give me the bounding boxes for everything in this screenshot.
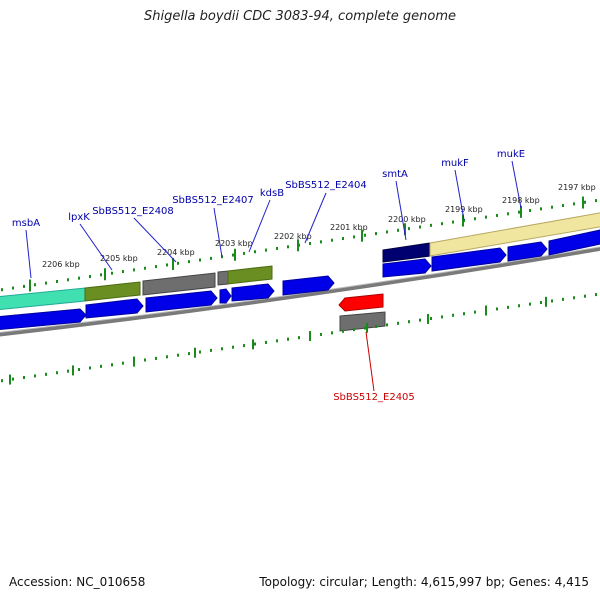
genome-title: Shigella boydii CDC 3083-94, complete ge… [143, 9, 457, 24]
gene-arrow[interactable] [282, 275, 335, 296]
gene-arrow[interactable] [231, 283, 275, 302]
gene-label-leader [25, 229, 32, 279]
gene-track [0, 229, 600, 331]
selected-label-leader [365, 331, 375, 392]
gene-label[interactable]: mukE [497, 149, 525, 160]
feature-kdsB-region[interactable] [227, 265, 273, 285]
gene-label[interactable]: SbBS512_E2404 [285, 180, 367, 191]
scale-label: 2198 kbp [502, 196, 540, 205]
gene-label-leader [395, 180, 407, 241]
upper-scale-ticks [1, 196, 597, 292]
genome-backbone-highlight [0, 246, 600, 333]
scale-label: 2201 kbp [330, 223, 368, 232]
gene-label[interactable]: SbBS512_E2407 [172, 195, 254, 206]
lower-scale-ticks [1, 293, 597, 385]
gene-label[interactable]: kdsB [260, 188, 284, 199]
gene-label[interactable]: lpxK [68, 212, 90, 223]
feature-lpxK-region[interactable] [84, 281, 141, 302]
scale-label: 2205 kbp [100, 254, 138, 263]
gene-arrow[interactable] [85, 298, 144, 319]
gene-label[interactable]: msbA [12, 218, 40, 229]
gene-label-leader [454, 169, 465, 221]
gene-label-leader [304, 192, 327, 244]
scale-label: 2203 kbp [215, 239, 253, 248]
gene-arrow[interactable] [145, 290, 218, 313]
gene-label[interactable]: SbBS512_E2408 [92, 206, 174, 217]
scale-label: 2197 kbp [558, 183, 596, 192]
feature-track [0, 212, 600, 311]
gene-arrow-selected[interactable] [338, 293, 384, 312]
selected-gene-label[interactable]: SbBS512_E2405 [333, 392, 415, 403]
scale-label: 2200 kbp [388, 215, 426, 224]
gene-label[interactable]: mukF [441, 158, 469, 169]
feature-SbBS512_E2408-region[interactable] [142, 272, 216, 296]
gene-arrow[interactable] [0, 308, 87, 331]
gene-arrow[interactable] [548, 229, 600, 256]
feature-selected-region[interactable] [339, 311, 386, 332]
scale-label: 2204 kbp [157, 248, 195, 257]
topology-text: Topology: circular; Length: 4,615,997 bp… [259, 575, 589, 589]
feature-SbBS512_E2407-region[interactable] [217, 270, 229, 286]
gene-arrow[interactable] [431, 247, 507, 272]
scale-label: 2206 kbp [42, 260, 80, 269]
gene-arrow[interactable] [507, 241, 548, 262]
gene-label-leader [79, 223, 113, 271]
accession-text: Accession: NC_010658 [9, 575, 146, 589]
gene-arrow[interactable] [219, 288, 232, 304]
gene-label-leader [511, 160, 522, 209]
genome-backbone [0, 246, 600, 337]
scale-label: 2202 kbp [274, 232, 312, 241]
feature-mukF-region[interactable] [429, 212, 600, 257]
gene-label-leader [213, 207, 223, 258]
gene-label-leader [133, 217, 177, 263]
gene-label[interactable]: smtA [382, 169, 408, 180]
feature-msbA-region[interactable] [0, 287, 86, 311]
gene-arrow[interactable] [382, 258, 432, 278]
scale-labels: 2206 kbp 2205 kbp 2204 kbp 2203 kbp 2202 kbp… [42, 183, 596, 269]
gene-label-leader [248, 199, 271, 253]
scale-label: 2199 kbp [445, 205, 483, 214]
